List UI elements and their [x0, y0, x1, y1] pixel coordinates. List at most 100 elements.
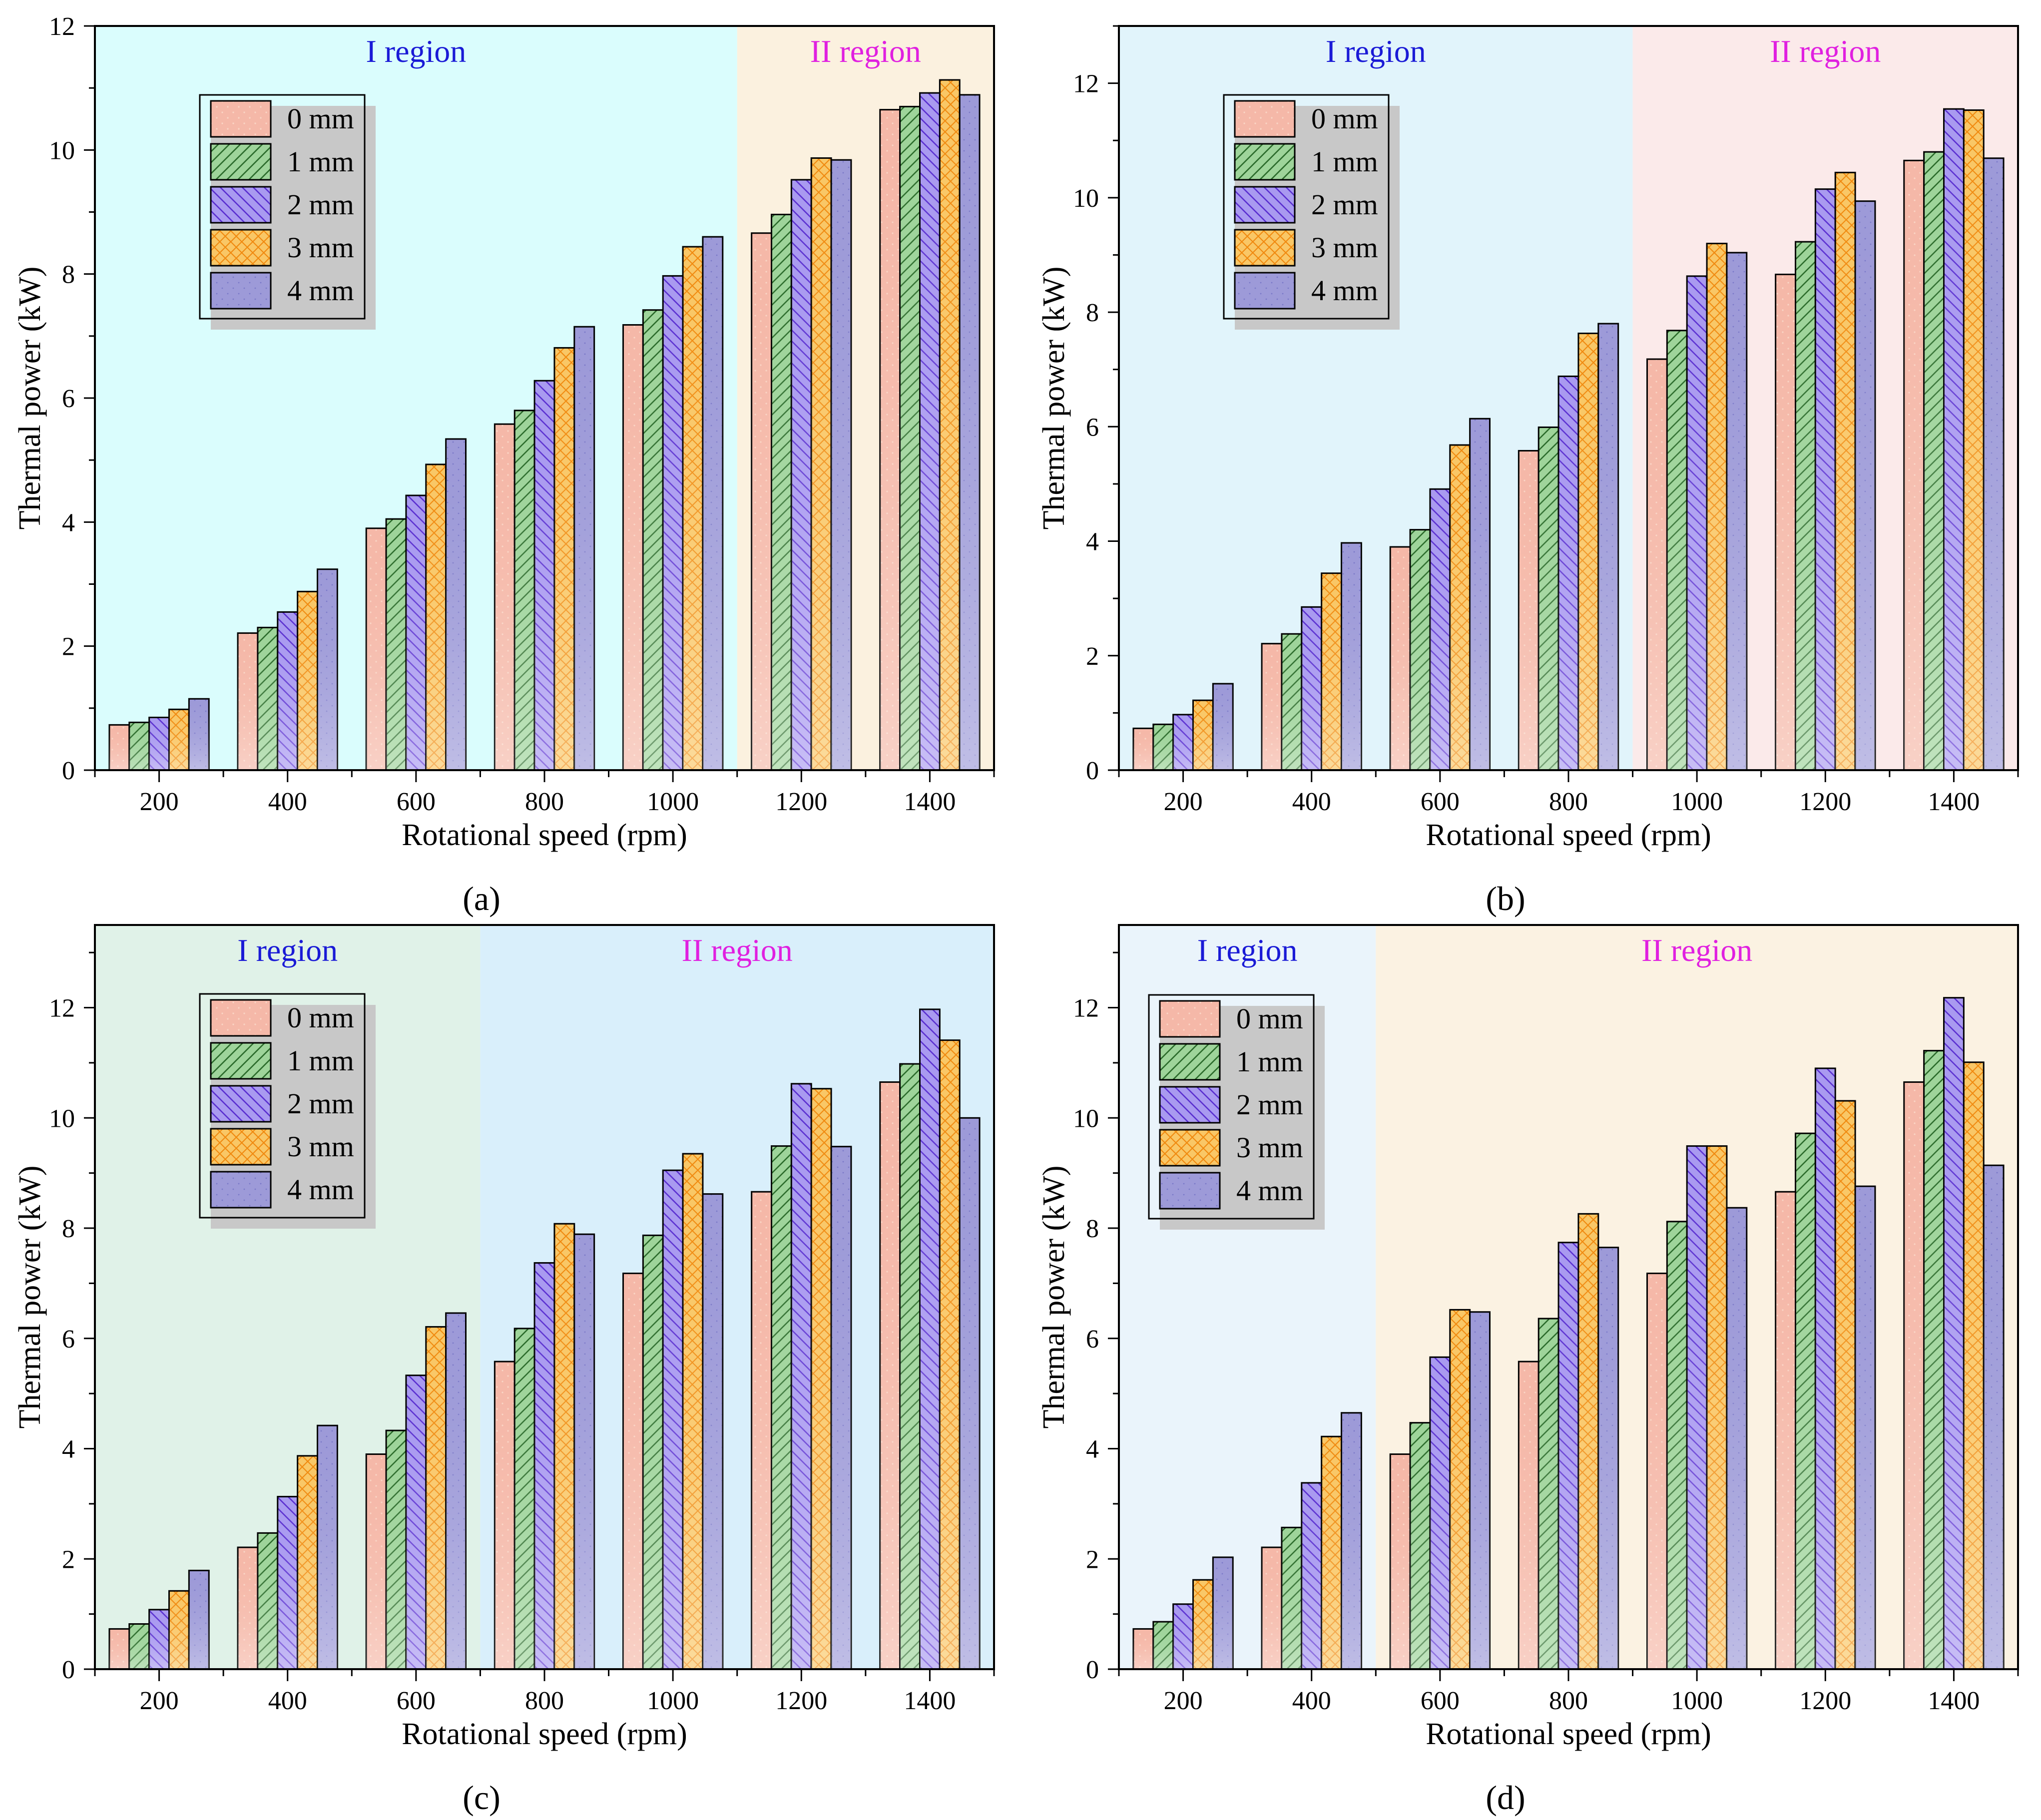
x-tick-label: 1200	[775, 788, 827, 816]
bar-3mm-400	[297, 590, 319, 771]
bar-4mm-400	[1341, 542, 1362, 771]
x-tick-label: 200	[140, 788, 179, 816]
y-axis-label: Thermal power (kW)	[1037, 1166, 1071, 1429]
bar-4mm-1400	[959, 1117, 981, 1670]
region-label-II: II region	[682, 932, 793, 968]
bar-0mm-200	[1132, 1628, 1154, 1670]
bar-4mm-1400	[959, 94, 981, 771]
legend-swatch-4mm	[1234, 272, 1296, 310]
x-axis-label: Rotational speed (rpm)	[1426, 1717, 1711, 1751]
region-label-II: II region	[1770, 33, 1881, 69]
legend-swatch-2mm	[210, 1085, 272, 1123]
legend-label-1mm: 1 mm	[1311, 145, 1378, 178]
bar-1mm-800	[1537, 1318, 1559, 1670]
x-tick-label: 200	[1164, 788, 1203, 816]
legend-label-1mm: 1 mm	[287, 1044, 354, 1077]
y-tick-label: 4	[1086, 1435, 1099, 1464]
y-tick-label: 8	[62, 261, 75, 289]
legend-swatch-3mm	[1234, 229, 1296, 267]
bar-1mm-200	[1152, 723, 1174, 771]
region-label-I: I region	[237, 932, 338, 968]
legend-label-0mm: 0 mm	[287, 1001, 354, 1034]
bar-1mm-800	[1537, 426, 1559, 771]
bar-3mm-600	[425, 1326, 447, 1670]
bar-2mm-600	[1429, 1356, 1451, 1670]
region-label-I: I region	[366, 33, 466, 69]
legend-swatch-0mm	[1234, 100, 1296, 138]
bar-0mm-1000	[622, 1273, 644, 1670]
legend-label-1mm: 1 mm	[1236, 1045, 1303, 1078]
bar-1mm-200	[128, 721, 150, 771]
bar-2mm-600	[405, 494, 427, 771]
x-tick-label: 600	[397, 788, 436, 816]
legend-swatch-1mm	[1159, 1043, 1221, 1081]
y-axis-label: Thermal power (kW)	[13, 1166, 47, 1429]
bar-2mm-1200	[1814, 1067, 1836, 1670]
y-tick-label: 12	[1073, 70, 1099, 98]
bar-3mm-1200	[810, 157, 832, 771]
x-axis-label: Rotational speed (rpm)	[402, 818, 687, 852]
bar-0mm-1200	[751, 1191, 772, 1670]
legend-swatch-0mm	[1159, 1000, 1221, 1038]
legend-swatch-2mm	[1159, 1086, 1221, 1124]
legend-swatch-4mm	[210, 1171, 272, 1209]
y-tick-label: 4	[62, 1435, 75, 1464]
x-tick-label: 1000	[1671, 788, 1723, 816]
x-tick-label: 600	[1421, 788, 1460, 816]
x-tick-label: 800	[1549, 1687, 1588, 1715]
bar-0mm-600	[365, 527, 387, 771]
bar-1mm-400	[1281, 1526, 1303, 1670]
x-axis-label: Rotational speed (rpm)	[402, 1717, 687, 1751]
bar-3mm-600	[1449, 1309, 1471, 1670]
bar-3mm-1000	[1706, 243, 1728, 771]
panel-label: (c)	[463, 1779, 500, 1817]
bar-2mm-1400	[1943, 997, 1965, 1670]
bar-1mm-600	[1409, 1422, 1431, 1670]
x-tick-label: 1000	[647, 788, 699, 816]
legend-box	[1223, 94, 1390, 320]
x-tick-label: 1400	[904, 788, 956, 816]
bar-0mm-200	[108, 1628, 130, 1670]
bar-0mm-1400	[879, 109, 901, 771]
chart-panel-4: I region II region 0 2 4 6 8 10 12 200 400 600 800 10…	[1037, 924, 2019, 1817]
bar-2mm-800	[1557, 1242, 1579, 1670]
bar-3mm-1400	[939, 1039, 961, 1670]
bar-3mm-1000	[682, 1153, 704, 1670]
bar-3mm-600	[425, 463, 447, 771]
x-tick-label: 200	[1164, 1687, 1203, 1715]
y-tick-label: 6	[1086, 1325, 1099, 1354]
bar-1mm-400	[257, 626, 279, 771]
bar-3mm-1200	[1834, 171, 1856, 771]
bar-2mm-200	[1172, 714, 1194, 771]
bar-2mm-1000	[662, 275, 684, 771]
y-tick-label: 10	[1073, 184, 1099, 213]
y-tick-label: 10	[1073, 1104, 1099, 1133]
bar-0mm-400	[237, 632, 259, 771]
x-tick-label: 400	[1292, 788, 1331, 816]
bar-4mm-200	[188, 698, 210, 771]
bar-1mm-1400	[1923, 151, 1945, 771]
bar-1mm-800	[513, 410, 535, 771]
y-tick-label: 8	[62, 1215, 75, 1243]
panel-label: (b)	[1486, 880, 1525, 917]
bar-3mm-800	[553, 347, 575, 771]
bar-1mm-1200	[771, 1145, 792, 1670]
y-tick-label: 0	[1086, 1656, 1099, 1684]
bar-1mm-800	[513, 1328, 535, 1670]
bar-2mm-200	[148, 716, 170, 771]
bar-2mm-800	[533, 380, 555, 771]
bar-0mm-1000	[1646, 358, 1668, 771]
bar-1mm-1400	[1923, 1050, 1945, 1670]
bar-1mm-1200	[1795, 241, 1816, 771]
bar-4mm-400	[317, 1424, 338, 1670]
bar-0mm-200	[1132, 727, 1154, 771]
y-tick-label: 2	[1086, 1545, 1099, 1574]
bar-4mm-800	[1597, 323, 1619, 771]
legend-label-2mm: 2 mm	[287, 188, 354, 221]
bar-3mm-400	[1321, 1435, 1342, 1670]
y-tick-label: 4	[62, 508, 75, 537]
bar-3mm-1200	[1834, 1100, 1856, 1670]
bar-4mm-1200	[1854, 1185, 1876, 1670]
x-tick-label: 600	[397, 1687, 436, 1715]
bar-3mm-1000	[682, 246, 704, 771]
